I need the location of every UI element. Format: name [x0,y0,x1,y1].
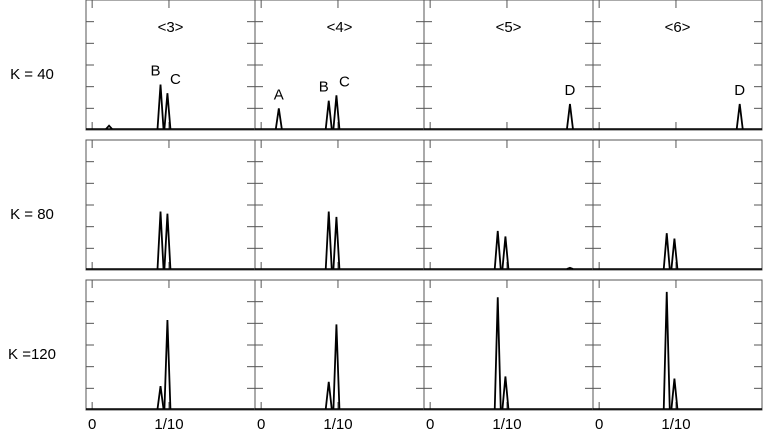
column-title: <3> [158,19,184,36]
peak-label: D [565,82,576,99]
row-title: K = 80 [10,206,54,223]
peak-label: B [319,79,329,96]
panel-frame [423,279,594,411]
peak [493,297,502,410]
column-title: <6> [665,19,691,36]
peak [332,216,341,270]
peak-label: C [339,73,350,90]
row-title: K = 40 [10,66,54,83]
x-tick-label: 1/10 [154,416,183,433]
peak-label: C [170,71,181,88]
panel-frame [592,139,763,271]
column-title: <5> [496,19,522,36]
peak [501,236,510,270]
peak [566,266,574,270]
peak [332,324,341,410]
peak [670,238,679,270]
peak [501,376,510,410]
peak [324,100,333,130]
peak [670,378,679,410]
peak [156,211,165,270]
peak-label: A [274,86,284,103]
peak [105,124,113,130]
peak [332,95,341,130]
panel-frame [254,139,425,271]
row-title: K =120 [8,346,56,363]
x-tick-label: 1/10 [661,416,690,433]
x-tick-label: 0 [426,416,434,433]
peak [566,103,574,130]
peak [274,108,283,130]
panel-frame [85,139,256,271]
x-tick-label: 0 [595,416,603,433]
peak [324,211,333,270]
peak [163,93,172,130]
peak [735,103,744,130]
x-tick-label: 0 [88,416,96,433]
peak-label: D [734,82,745,99]
peak [156,386,165,410]
peak [493,230,502,270]
x-tick-label: 1/10 [492,416,521,433]
x-tick-label: 0 [257,416,265,433]
peak-label: B [151,62,161,79]
peak [163,320,172,410]
peak [156,84,165,130]
x-tick-label: 1/10 [323,416,352,433]
column-title: <4> [327,19,353,36]
peak [163,213,172,270]
peak [324,381,333,410]
panel-frame [423,139,594,271]
panel-frame [592,279,763,411]
peak [662,233,671,270]
peak [662,291,671,410]
